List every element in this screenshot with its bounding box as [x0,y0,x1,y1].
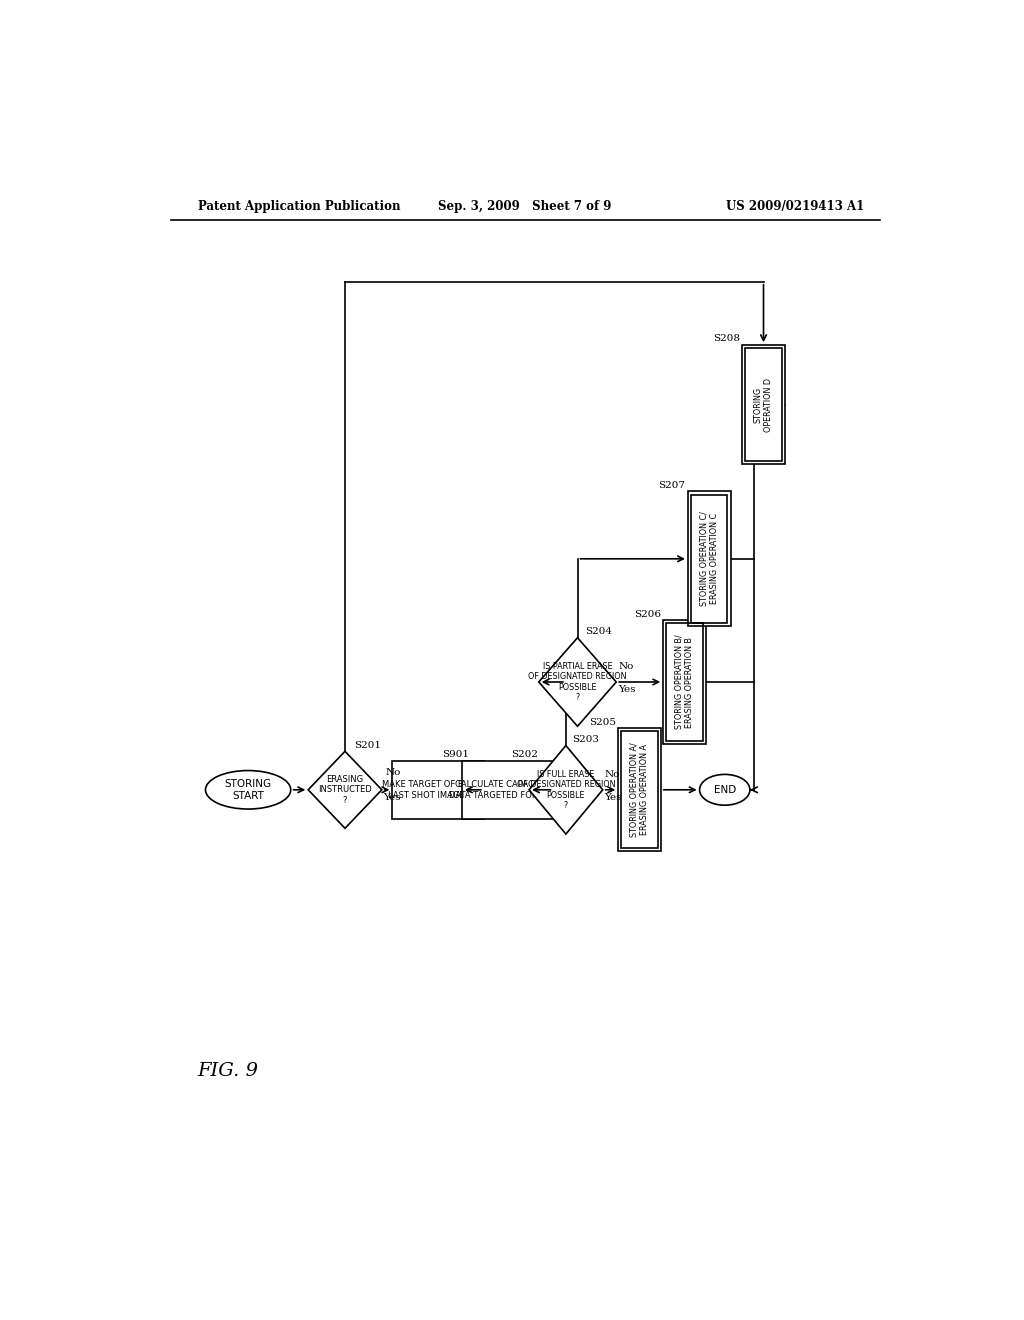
Text: IS PARTIAL ERASE
OF DESIGNATED REGION
POSSIBLE
?: IS PARTIAL ERASE OF DESIGNATED REGION PO… [528,661,627,702]
Text: S203: S203 [572,735,599,744]
Text: FIG. 9: FIG. 9 [198,1061,259,1080]
Text: Yes: Yes [617,685,635,694]
Text: Patent Application Publication: Patent Application Publication [198,199,400,213]
Text: ERASING
INSTRUCTED
?: ERASING INSTRUCTED ? [318,775,372,805]
Text: Yes: Yes [604,793,622,803]
Text: Yes: Yes [383,793,400,803]
Bar [622,731,657,849]
Bar [688,491,730,626]
Polygon shape [529,746,603,834]
Text: S206: S206 [634,610,660,619]
Ellipse shape [699,775,750,805]
Polygon shape [539,638,616,726]
Text: IS FULL ERASE
OF DESIGNATED REGION
POSSIBLE
?: IS FULL ERASE OF DESIGNATED REGION POSSI… [517,770,615,810]
Text: No: No [618,663,634,671]
Text: S205: S205 [589,718,615,726]
Text: MAKE TARGET OF ERASING
LAST SHOT IMAGE DATA: MAKE TARGET OF ERASING LAST SHOT IMAGE D… [382,780,495,800]
Bar [667,623,702,741]
Bar [392,760,483,818]
Text: Sep. 3, 2009   Sheet 7 of 9: Sep. 3, 2009 Sheet 7 of 9 [438,199,611,213]
Text: STORING
OPERATION D: STORING OPERATION D [754,378,773,432]
Text: S204: S204 [586,627,612,636]
Text: STORING OPERATION A/
ERASING OPERATION A: STORING OPERATION A/ ERASING OPERATION A [630,742,649,837]
Text: S901: S901 [442,750,469,759]
Text: END: END [714,785,736,795]
Text: US 2009/0219413 A1: US 2009/0219413 A1 [726,199,864,213]
Bar [462,760,554,818]
Bar [618,729,660,851]
Bar [745,348,781,462]
Text: No: No [605,770,621,779]
Text: S201: S201 [354,741,381,750]
Text: CALCULATE CAPACITY OF
DATA TARGETED FOR ERASE: CALCULATE CAPACITY OF DATA TARGETED FOR … [449,780,567,800]
Text: STORING OPERATION B/
ERASING OPERATION B: STORING OPERATION B/ ERASING OPERATION B [675,635,694,730]
Bar [664,620,706,743]
Text: S207: S207 [658,480,686,490]
Bar [742,345,784,465]
Text: STORING
START: STORING START [224,779,271,801]
Bar [691,495,727,623]
Text: S202: S202 [512,750,539,759]
Text: S208: S208 [713,334,740,343]
Polygon shape [308,751,382,829]
Text: No: No [386,768,401,777]
Ellipse shape [206,771,291,809]
Text: STORING OPERATION C/
ERASING OPERATION C: STORING OPERATION C/ ERASING OPERATION C [699,511,719,606]
